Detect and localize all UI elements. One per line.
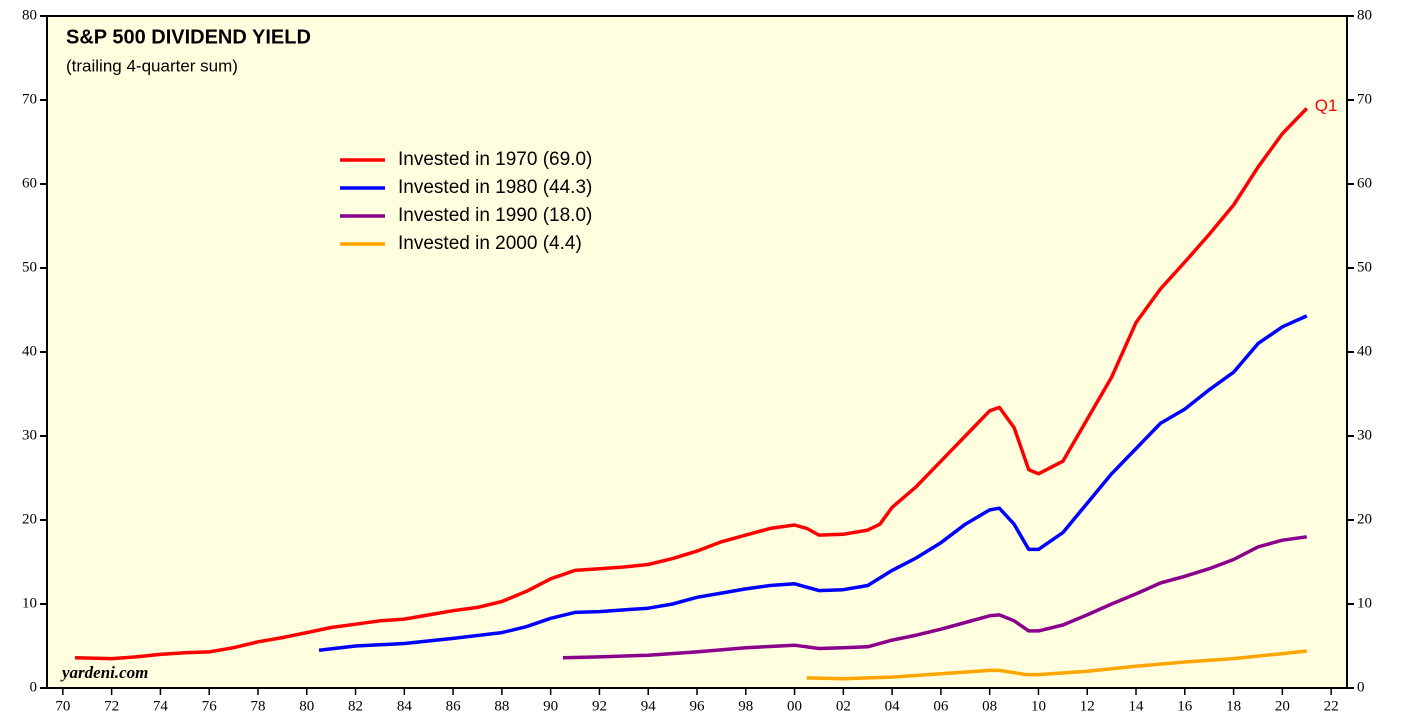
plot-area xyxy=(46,15,1348,689)
x-tick-label: 80 xyxy=(299,698,314,714)
x-tick-label: 00 xyxy=(787,698,802,714)
x-tick-label: 20 xyxy=(1275,698,1290,714)
y-tick-label: 50 xyxy=(22,259,37,275)
x-tick-label: 16 xyxy=(1177,698,1193,714)
x-tick-label: 90 xyxy=(543,698,558,714)
x-tick-label: 96 xyxy=(690,698,706,714)
x-tick-label: 94 xyxy=(641,698,657,714)
y-tick-label: 20 xyxy=(22,511,37,527)
series-line xyxy=(562,535,1308,660)
series-line xyxy=(806,649,1307,681)
y2-tick-label: 50 xyxy=(1357,259,1372,275)
y-tick-label: 80 xyxy=(22,7,37,23)
legend-label: Invested in 1990 (18.0) xyxy=(398,205,592,226)
x-tick-label: 92 xyxy=(592,698,607,714)
x-tick-label: 10 xyxy=(1031,698,1046,714)
y2-tick-label: 60 xyxy=(1357,175,1372,191)
end-label: Q1 xyxy=(1315,96,1338,115)
x-tick-label: 78 xyxy=(250,698,265,714)
y-tick-label: 70 xyxy=(22,91,37,107)
y2-tick-label: 40 xyxy=(1357,343,1372,359)
legend-label: Invested in 1980 (44.3) xyxy=(398,177,592,198)
y2-tick-label: 70 xyxy=(1357,91,1372,107)
x-tick-label: 74 xyxy=(153,698,169,714)
series-line xyxy=(318,314,1308,652)
y-tick-label: 0 xyxy=(30,679,38,695)
chart-title: S&P 500 DIVIDEND YIELD xyxy=(66,26,311,48)
y-tick-label: 40 xyxy=(22,343,37,359)
x-tick-label: 02 xyxy=(836,698,851,714)
y-tick-label: 60 xyxy=(22,175,37,191)
y-tick-label: 30 xyxy=(22,427,37,443)
series-line xyxy=(74,107,1309,661)
x-tick-label: 04 xyxy=(885,698,901,714)
x-tick-label: 14 xyxy=(1129,698,1145,714)
y2-tick-label: 0 xyxy=(1357,679,1365,695)
y-tick-label: 10 xyxy=(22,595,37,611)
legend-label: Invested in 1970 (69.0) xyxy=(398,149,592,170)
x-tick-label: 88 xyxy=(494,698,509,714)
x-tick-label: 08 xyxy=(982,698,997,714)
x-tick-label: 72 xyxy=(104,698,119,714)
y2-tick-label: 80 xyxy=(1357,7,1372,23)
x-tick-label: 22 xyxy=(1324,698,1339,714)
x-tick-label: 18 xyxy=(1226,698,1241,714)
x-tick-label: 70 xyxy=(55,698,70,714)
x-tick-label: 06 xyxy=(933,698,949,714)
legend-label: Invested in 2000 (4.4) xyxy=(398,233,582,254)
x-tick-label: 86 xyxy=(446,698,462,714)
x-tick-label: 82 xyxy=(348,698,363,714)
x-tick-label: 12 xyxy=(1080,698,1095,714)
x-tick-label: 76 xyxy=(202,698,218,714)
y2-tick-label: 20 xyxy=(1357,511,1372,527)
y2-tick-label: 30 xyxy=(1357,427,1372,443)
x-tick-label: 84 xyxy=(397,698,413,714)
source-label: yardeni.com xyxy=(60,663,148,682)
x-tick-label: 98 xyxy=(738,698,753,714)
y2-tick-label: 10 xyxy=(1357,595,1372,611)
chart-subtitle: (trailing 4-quarter sum) xyxy=(66,56,238,75)
